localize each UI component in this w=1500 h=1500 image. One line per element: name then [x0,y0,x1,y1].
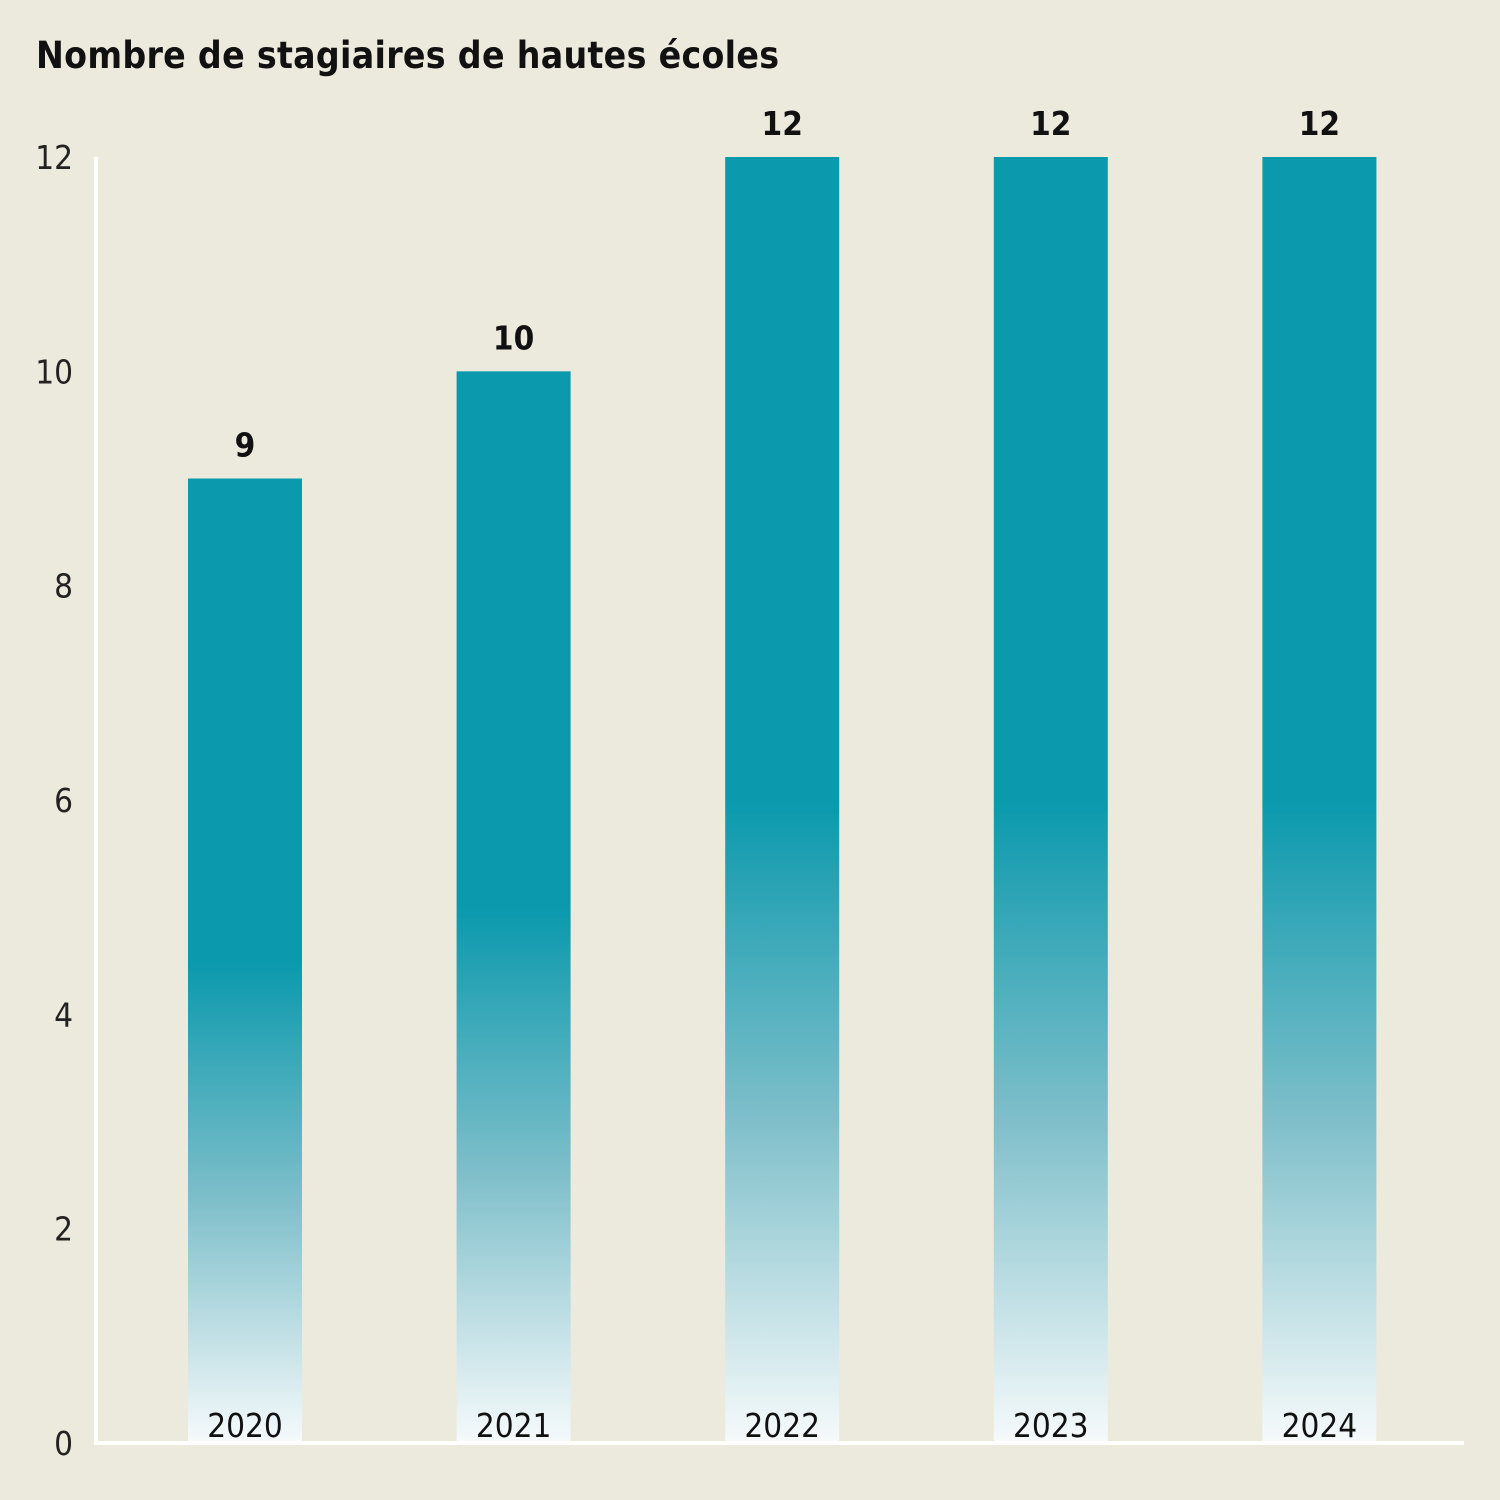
bar-2023 [993,157,1108,1443]
data-label: 12 [1030,104,1071,143]
y-tick-label: 10 [35,352,73,391]
chart-title: Nombre de stagiaires de hautes écoles [36,34,780,77]
y-tick-label: 8 [54,567,73,606]
y-tick-label: 6 [54,781,73,820]
x-tick-label: 2022 [744,1406,820,1445]
bar-2020 [188,478,302,1443]
x-tick-label: 2020 [207,1406,283,1445]
y-tick-label: 12 [35,138,73,177]
data-label: 10 [493,318,534,357]
data-label: 12 [762,104,803,143]
y-tick-label: 0 [54,1424,73,1463]
bar-2022 [725,157,840,1443]
y-tick-label: 4 [54,995,73,1034]
data-label: 12 [1299,104,1340,143]
y-tick-label: 2 [54,1210,73,1249]
bar-2024 [1262,157,1377,1443]
bar-2021 [456,371,571,1443]
x-tick-label: 2021 [476,1406,552,1445]
data-label: 9 [235,426,256,465]
x-tick-label: 2023 [1013,1406,1089,1445]
x-tick-label: 2024 [1282,1406,1358,1445]
